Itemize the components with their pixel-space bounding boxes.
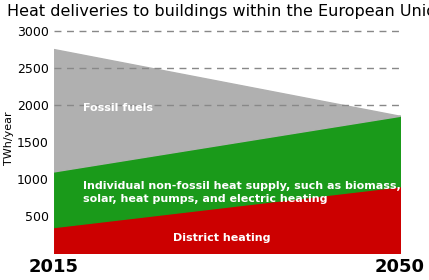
Text: District heating: District heating (173, 233, 271, 243)
Y-axis label: TWh/year: TWh/year (4, 111, 14, 165)
Text: Fossil fuels: Fossil fuels (83, 103, 153, 113)
Text: Individual non-fossil heat supply, such as biomass,
solar, heat pumps, and elect: Individual non-fossil heat supply, such … (83, 181, 401, 204)
Title: Heat deliveries to buildings within the European Union: Heat deliveries to buildings within the … (7, 4, 429, 19)
